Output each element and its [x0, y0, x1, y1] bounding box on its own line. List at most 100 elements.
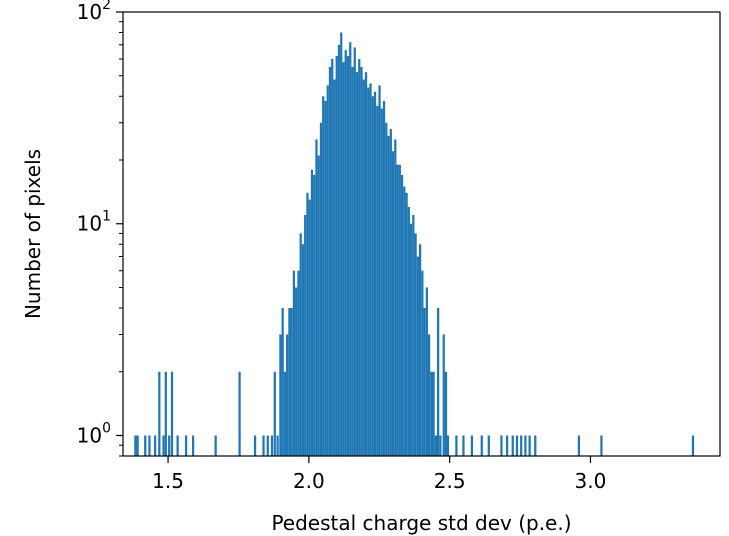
histogram-bar — [382, 100, 386, 456]
histogram-bar — [470, 435, 474, 456]
histogram-bar — [328, 66, 332, 456]
histogram-bar — [351, 66, 354, 456]
x-axis-label: Pedestal charge std dev (p.e.) — [271, 511, 571, 535]
histogram-bar — [534, 435, 537, 456]
histogram-bar — [158, 371, 161, 456]
histogram-bar — [577, 435, 581, 456]
histogram-bar — [436, 308, 440, 456]
histogram-bar — [434, 435, 437, 456]
histogram-bar — [528, 435, 531, 456]
histogram-bar — [409, 223, 413, 456]
histogram-bar — [262, 435, 265, 456]
histogram-bar — [276, 435, 279, 456]
histogram-bar — [355, 72, 359, 456]
histogram-bar — [387, 135, 390, 456]
histogram-bar — [353, 47, 356, 457]
histogram-bar — [407, 206, 410, 456]
histogram-bar — [421, 270, 424, 456]
x-tick-label: 2.5 — [434, 469, 466, 493]
histogram-bar — [270, 435, 274, 456]
histogram-bar — [313, 174, 316, 456]
histogram-bar — [344, 50, 347, 457]
y-tick-label: 102 — [77, 0, 111, 24]
histogram-bar — [319, 122, 323, 457]
histogram-bar — [515, 435, 519, 456]
histogram-bar — [286, 334, 289, 456]
histogram-bar — [394, 139, 397, 457]
histogram-bar — [315, 139, 318, 457]
histogram-bar — [405, 192, 408, 457]
histogram-bar — [439, 435, 442, 456]
histogram-bar — [369, 83, 372, 456]
histogram-bar — [191, 435, 195, 456]
histogram-bar — [400, 174, 404, 456]
y-tick-label: 101 — [77, 209, 111, 236]
histogram-bar — [425, 287, 428, 456]
histogram-bar — [340, 32, 343, 457]
histogram-bar — [308, 199, 311, 457]
histogram-bar — [148, 435, 151, 456]
histogram-bar — [423, 308, 426, 456]
histogram-bar — [176, 435, 179, 456]
histogram-bar — [290, 308, 293, 456]
histogram-bar — [297, 270, 300, 456]
histogram-bar — [333, 79, 336, 457]
histogram-bar — [279, 334, 282, 456]
histogram-bar — [505, 435, 509, 456]
histogram-bar — [511, 435, 514, 456]
histogram-bar — [153, 435, 157, 456]
histogram-bar — [360, 66, 363, 456]
histogram-bar — [168, 435, 171, 456]
histogram-bar — [238, 371, 241, 456]
histogram-bar — [500, 435, 503, 456]
histogram-bar — [214, 435, 217, 456]
histogram-bar — [432, 371, 435, 456]
histogram-bar — [273, 371, 276, 456]
histogram-bar — [376, 105, 379, 456]
histogram-bar — [295, 287, 298, 456]
histogram-bar — [134, 435, 137, 456]
histogram-bar — [164, 371, 167, 456]
histogram-bar — [403, 186, 406, 456]
histogram-bar — [427, 334, 431, 456]
histogram-bar — [342, 62, 345, 457]
histogram-bar — [322, 96, 325, 456]
histogram-bar — [346, 55, 350, 457]
histogram-bar — [412, 214, 415, 456]
histogram-bar — [378, 85, 381, 457]
histogram-bar — [184, 435, 188, 456]
histogram-bar — [600, 435, 603, 456]
histogram-bar — [301, 244, 305, 456]
histogram-bar — [487, 435, 490, 456]
histogram-bar — [691, 435, 695, 456]
histogram-bar — [373, 91, 377, 457]
histogram-bar — [416, 256, 419, 456]
histogram-bar — [337, 44, 341, 457]
histogram-bar — [430, 371, 433, 456]
x-tick-label: 1.5 — [152, 469, 184, 493]
histogram-bar — [462, 435, 465, 456]
histogram-bar — [385, 122, 388, 457]
histogram-bar — [304, 214, 307, 456]
histogram-bar — [418, 244, 422, 456]
histogram-bar — [442, 334, 445, 456]
histogram-bar — [324, 100, 327, 456]
histogram-bar — [391, 151, 395, 457]
histogram-bar — [414, 233, 417, 456]
histogram-bar — [335, 55, 338, 457]
histogram-bar — [520, 435, 523, 456]
histogram-bar — [253, 435, 257, 456]
histogram-bar — [364, 72, 368, 456]
histogram-bar — [266, 435, 269, 456]
histogram-bar — [444, 371, 448, 456]
histogram-bar — [136, 435, 139, 456]
histogram-bar — [281, 308, 284, 456]
plot-frame — [122, 11, 721, 457]
histogram-bar — [455, 435, 458, 456]
histogram-bar — [362, 79, 365, 457]
histogram-bar — [398, 164, 401, 456]
histogram-bar — [317, 155, 320, 456]
histogram-bar — [326, 85, 329, 457]
histogram-bar — [310, 169, 314, 456]
histogram-bar — [331, 58, 334, 456]
